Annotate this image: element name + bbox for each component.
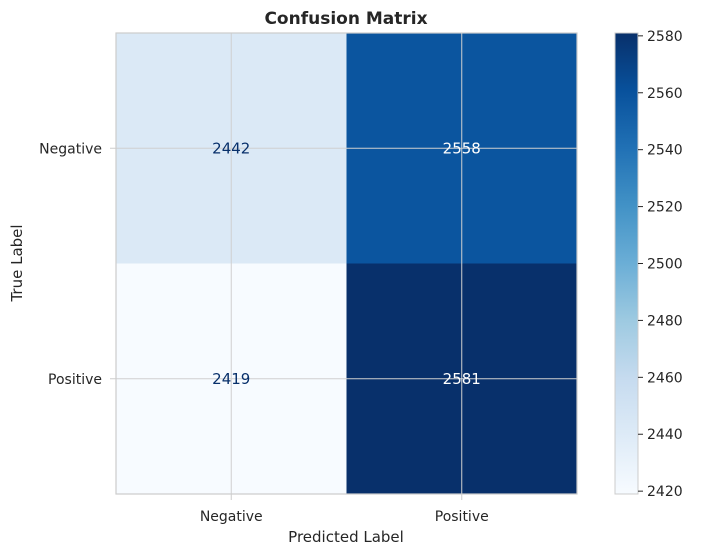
colorbar-tick-label: 2560 xyxy=(647,86,683,102)
plot-border xyxy=(115,32,578,495)
colorbar-tick-label: 2520 xyxy=(647,200,683,216)
cell-value-label: 2581 xyxy=(443,370,481,388)
colorbar-tick-label: 2420 xyxy=(647,484,683,500)
x-tick-label: Positive xyxy=(435,509,489,525)
cell-value-label: 2442 xyxy=(212,139,250,157)
heatmap-cells xyxy=(116,33,578,495)
x-tick-label: Negative xyxy=(200,509,263,525)
heatmap-grid xyxy=(116,33,577,494)
cell-value-labels: 2442 2558 2419 2581 xyxy=(212,139,481,388)
y-tick-label: Positive xyxy=(48,372,102,388)
x-axis-ticks: Negative Positive xyxy=(200,494,489,525)
colorbar-tick-label: 2580 xyxy=(647,29,683,45)
colorbar-tick-label: 2460 xyxy=(647,370,683,386)
colorbar-ticks: 2420 2440 2460 2480 2500 2520 2540 2560 2580 xyxy=(638,29,683,500)
colorbar-tick-label: 2540 xyxy=(647,143,683,159)
x-axis-label: Predicted Label xyxy=(288,528,404,546)
colorbar-tick-label: 2480 xyxy=(647,313,683,329)
cell-value-label: 2558 xyxy=(443,139,481,157)
chart-title: Confusion Matrix xyxy=(264,9,427,29)
colorbar-tick-label: 2440 xyxy=(647,427,683,443)
y-axis-ticks: Negative Positive xyxy=(39,141,116,388)
cell-value-label: 2419 xyxy=(212,370,250,388)
colorbar xyxy=(614,32,639,495)
y-tick-label: Negative xyxy=(39,141,102,157)
colorbar-tick-label: 2500 xyxy=(647,257,683,273)
y-axis-label: True Label xyxy=(8,224,26,302)
